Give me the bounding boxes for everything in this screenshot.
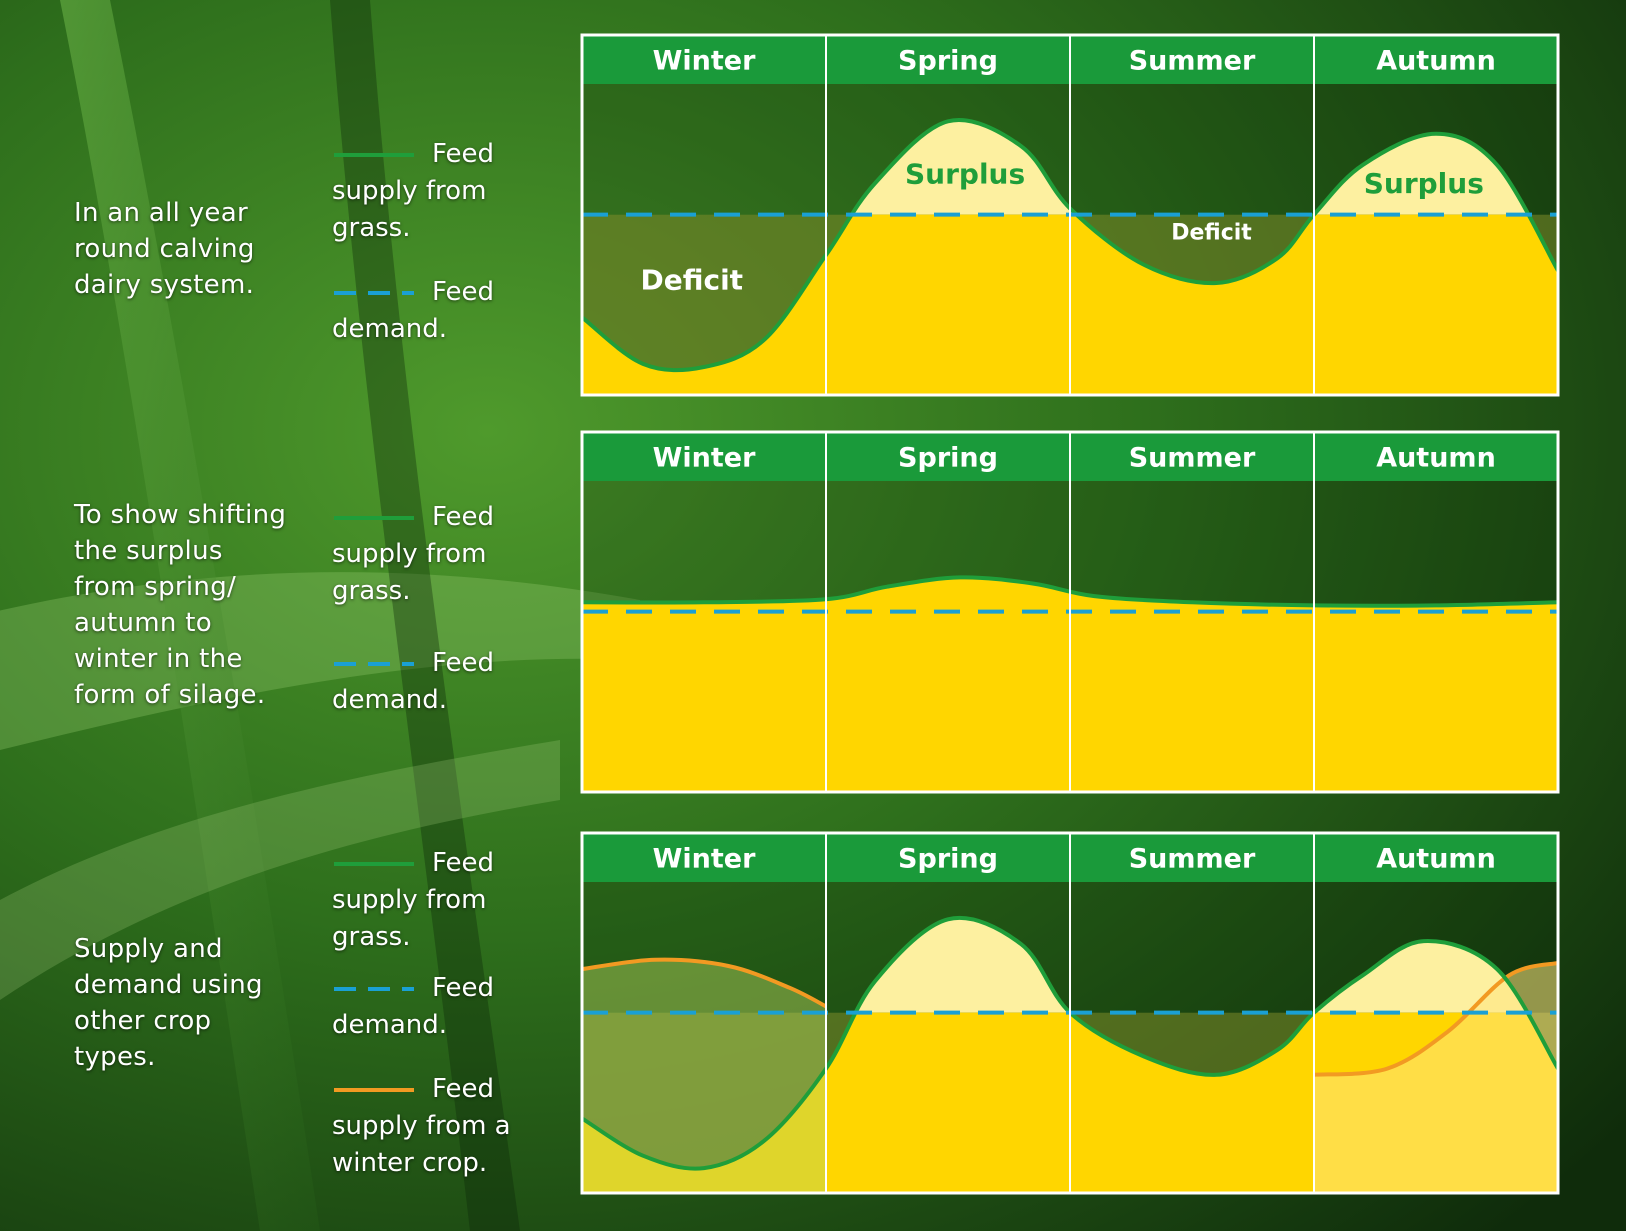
season-label: Winter [653, 844, 756, 875]
legend-demand: Feed demand. [332, 970, 547, 1044]
legend-text: Feed [432, 139, 495, 169]
legend-demand: Feed demand. [332, 274, 547, 348]
legend-text: Feed [432, 973, 495, 1003]
chart-1: Deficit Surplus Deficit Surplus Winter Spring… [580, 33, 1560, 397]
desc-line: In an all year [74, 198, 248, 228]
demand-line-swatch [334, 291, 414, 295]
legend-text: Feed [432, 648, 495, 678]
desc-line: from spring/ [74, 572, 237, 602]
season-header-autumn [1314, 35, 1558, 84]
desc-line: the surplus [74, 536, 223, 566]
winter-crop-line [582, 957, 827, 1009]
season-label: Spring [898, 844, 998, 875]
season-header-spring [826, 432, 1070, 481]
demand-line-swatch [334, 662, 414, 666]
desc-line: winter in the [74, 644, 243, 674]
season-header-summer [1070, 833, 1314, 882]
winter-crop-line-swatch [334, 1088, 414, 1092]
legend-text: Feed [432, 277, 495, 307]
winter-crop-area [582, 959, 826, 1193]
desc-line: demand using [74, 970, 263, 1000]
deficit-label: Deficit [1171, 221, 1252, 246]
surplus-label: Surplus [1364, 167, 1484, 200]
season-label: Spring [898, 46, 998, 77]
supply-line-swatch [334, 153, 414, 157]
desc-line: other crop [74, 1006, 212, 1036]
surplus-area [851, 120, 1529, 215]
surplus-label: Surplus [905, 158, 1025, 191]
desc-line: form of silage. [74, 680, 266, 710]
legend-text: Feed [432, 1074, 495, 1104]
legend-text: grass. [332, 213, 411, 243]
legend-text: supply from [332, 539, 487, 569]
desc-line: types. [74, 1042, 156, 1072]
legend-text: demand. [332, 1010, 448, 1040]
legend-text: grass. [332, 576, 411, 606]
season-label: Summer [1129, 46, 1256, 77]
season-header-summer [1070, 35, 1314, 84]
winter-crop-line [1313, 960, 1558, 1077]
desc-line: autumn to [74, 608, 212, 638]
season-label: Autumn [1376, 844, 1496, 875]
supply-line [582, 916, 1558, 1171]
season-label: Summer [1129, 844, 1256, 875]
supply-line-swatch [334, 862, 414, 866]
season-header-winter [582, 35, 826, 84]
supply-line [582, 575, 1558, 608]
season-header-spring [826, 35, 1070, 84]
legend-text: winter crop. [332, 1148, 488, 1178]
legend-supply-grass: Feed supply from grass. [332, 136, 547, 247]
season-header-winter [582, 833, 826, 882]
chart-2: Winter Spring Summer Autumn [580, 430, 1560, 794]
season-header-spring [826, 833, 1070, 882]
desc-line: round calving [74, 234, 255, 264]
season-header-winter [582, 432, 826, 481]
desc-line: To show shifting [74, 500, 287, 530]
legend-demand: Feed demand. [332, 645, 547, 719]
chart-3: Winter Spring Summer Autumn [580, 831, 1560, 1195]
season-header-autumn [1314, 833, 1558, 882]
legend-supply-grass: Feed supply from grass. [332, 499, 547, 610]
season-label: Winter [653, 46, 756, 77]
desc-line: dairy system. [74, 270, 255, 300]
season-label: Summer [1129, 443, 1256, 474]
chart-frame [580, 430, 1560, 794]
season-header-autumn [1314, 432, 1558, 481]
legend-text: demand. [332, 314, 448, 344]
legend-text: Feed [432, 502, 495, 532]
season-label: Winter [653, 443, 756, 474]
winter-crop-area [1314, 962, 1558, 1193]
legend-text: grass. [332, 922, 411, 952]
legend-text: demand. [332, 685, 448, 715]
legend-text: Feed [432, 848, 495, 878]
deficit-label: Deficit [641, 263, 744, 296]
season-header-summer [1070, 432, 1314, 481]
season-label: Autumn [1376, 443, 1496, 474]
legend-supply-winter-crop: Feed supply from a winter crop. [332, 1071, 547, 1182]
row2-description: To show shifting the surplus from spring… [74, 497, 334, 713]
legend-text: supply from [332, 885, 487, 915]
supply-line-swatch [334, 516, 414, 520]
legend-supply-grass: Feed supply from grass. [332, 845, 547, 956]
row3-description: Supply and demand using other crop types… [74, 931, 334, 1075]
season-label: Autumn [1376, 46, 1496, 77]
season-label: Spring [898, 443, 998, 474]
chart-frame [580, 33, 1560, 397]
row1-description: In an all year round calving dairy syste… [74, 195, 334, 303]
chart-frame [580, 831, 1560, 1195]
legend-text: supply from a [332, 1111, 511, 1141]
demand-line-swatch [334, 987, 414, 991]
surplus-area [855, 918, 1528, 1013]
legend-text: supply from [332, 176, 487, 206]
desc-line: Supply and [74, 934, 223, 964]
